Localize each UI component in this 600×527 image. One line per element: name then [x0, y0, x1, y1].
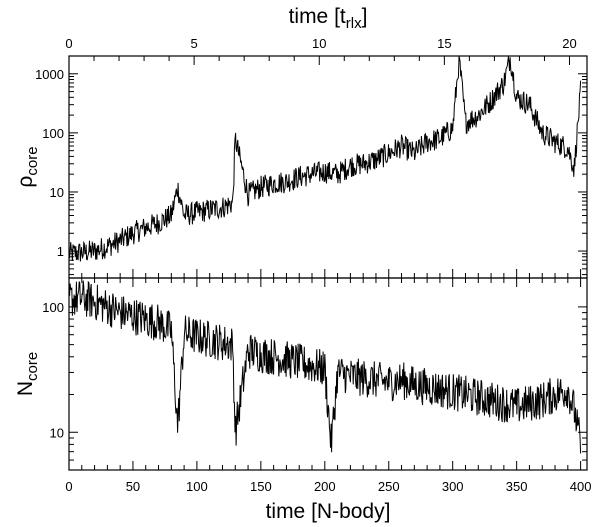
count-x-tick-label: 350 — [506, 479, 528, 494]
count-y-tick-label: 10 — [50, 425, 64, 440]
density-y-tick-label: 1000 — [35, 67, 64, 82]
count-x-tick-label: 200 — [314, 479, 336, 494]
bottom-axis-title: time [N-body] — [266, 500, 391, 523]
count-x-tick-label: 250 — [378, 479, 400, 494]
density-line — [68, 56, 582, 262]
count-x-tick-label: 150 — [250, 479, 272, 494]
top-x-tick-label: 0 — [65, 36, 72, 51]
count-panel: 10 100 0 50 100 150 200 250 300 350 400 time [N-b… — [14, 277, 591, 523]
density-y-tick-label: 100 — [42, 126, 64, 141]
top-axis-title: time [trlx] — [289, 5, 368, 32]
count-x-tick-label: 50 — [126, 479, 140, 494]
density-panel: 0 5 10 15 20 1 10 100 1000 time [trlx] ρcore — [14, 5, 588, 279]
top-x-tick-label: 15 — [437, 36, 451, 51]
top-x-tick-label: 20 — [562, 36, 576, 51]
count-x-tick-label: 0 — [65, 479, 72, 494]
count-y-tick-label: 100 — [42, 300, 64, 315]
count-x-tick-label: 100 — [186, 479, 208, 494]
density-y-ticks: 1 10 100 1000 — [35, 67, 587, 276]
count-x-tick-label: 400 — [570, 479, 592, 494]
density-top-ticks: 0 5 10 15 20 — [65, 36, 577, 65]
density-axis-title: ρcore — [14, 146, 41, 187]
density-bottom-ticks — [68, 269, 582, 278]
top-x-tick-label: 5 — [191, 36, 198, 51]
density-y-tick-label: 1 — [57, 244, 64, 259]
count-frame — [68, 277, 588, 471]
top-x-tick-label: 10 — [312, 36, 326, 51]
density-y-tick-label: 10 — [50, 185, 64, 200]
count-x-ticks: 0 50 100 150 200 250 300 350 400 — [65, 278, 591, 494]
count-line — [68, 280, 582, 454]
count-x-tick-label: 300 — [442, 479, 464, 494]
count-axis-title: Ncore — [14, 352, 41, 396]
